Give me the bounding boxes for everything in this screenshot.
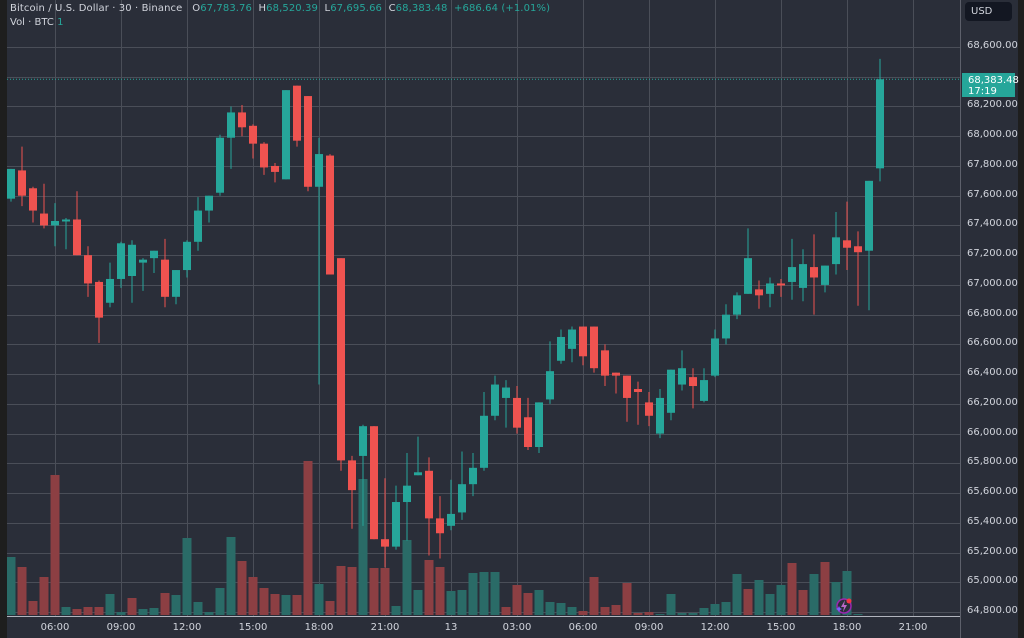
change-value: +686.64 (+1.01%) [454, 3, 551, 14]
price-tick-label: 66,400.00 [967, 367, 1018, 379]
price-tick-label: 65,200.00 [967, 545, 1018, 557]
low-label: L [324, 3, 331, 14]
exchange: Binance [141, 3, 183, 14]
close-label: C [388, 3, 396, 14]
time-tick-label: 21:00 [370, 622, 400, 633]
time-tick-label: 06:00 [568, 622, 598, 633]
volume-label: Vol · BTC [10, 17, 54, 28]
price-tick-label: 68,000.00 [967, 129, 1018, 141]
last-price-tag: 68,383.48 17:19 [962, 73, 1019, 97]
price-tick-label: 68,200.00 [967, 99, 1018, 111]
time-tick-label: 12:00 [172, 622, 202, 633]
time-tick-label: 18:00 [832, 622, 862, 633]
price-tick-label: 67,800.00 [967, 158, 1018, 170]
open-label: O [192, 3, 201, 14]
bar-countdown: 17:19 [968, 86, 997, 97]
low-value: 67,695.66 [330, 3, 382, 14]
price-tick-label: 66,600.00 [967, 337, 1018, 349]
volume-value: 1 [57, 17, 64, 28]
high-value: 68,520.39 [266, 3, 318, 14]
time-tick-label: 06:00 [40, 622, 70, 633]
left-border [0, 0, 7, 638]
price-tick-label: 67,200.00 [967, 248, 1018, 260]
price-tick-label: 65,600.00 [967, 486, 1018, 498]
price-tick-label: 67,600.00 [967, 188, 1018, 200]
lightning-badge-icon[interactable] [835, 597, 853, 615]
price-tick-label: 67,000.00 [967, 277, 1018, 289]
open-value: 67,783.76 [200, 3, 252, 14]
price-tick-label: 65,800.00 [967, 456, 1018, 468]
time-tick-label: 12:00 [700, 622, 730, 633]
time-tick-label: 18:00 [304, 622, 334, 633]
price-tick-label: 67,400.00 [967, 218, 1018, 230]
price-tick-label: 66,800.00 [967, 307, 1018, 319]
interval[interactable]: 30 [118, 3, 132, 14]
price-tick-label: 65,000.00 [967, 575, 1018, 587]
price-tick-label: 64,800.00 [967, 605, 1018, 617]
price-tick-label: 66,000.00 [967, 426, 1018, 438]
time-tick-label: 03:00 [502, 622, 532, 633]
close-value: 68,383.48 [395, 3, 448, 14]
currency-button[interactable]: USD [965, 2, 1012, 21]
last-price-value: 68,383.48 [968, 75, 1019, 86]
price-tick-label: 68,600.00 [967, 40, 1018, 51]
time-tick-label: 09:00 [634, 622, 664, 633]
price-tick-label: 66,200.00 [967, 396, 1018, 408]
time-tick-label: 15:00 [766, 622, 796, 633]
time-tick-label: 21:00 [898, 622, 928, 633]
price-tick-label: 65,400.00 [967, 515, 1018, 527]
high-label: H [258, 3, 267, 14]
time-tick-label: 09:00 [106, 622, 136, 633]
right-border [1018, 0, 1024, 638]
volume-legend[interactable]: Vol · BTC 1 [10, 17, 63, 28]
time-tick-label: 15:00 [238, 622, 268, 633]
symbol-legend[interactable]: Bitcoin / U.S. Dollar · 30 · Binance O67… [10, 3, 551, 14]
time-tick-label: 13 [444, 622, 458, 633]
symbol-name[interactable]: Bitcoin / U.S. Dollar [10, 3, 109, 14]
